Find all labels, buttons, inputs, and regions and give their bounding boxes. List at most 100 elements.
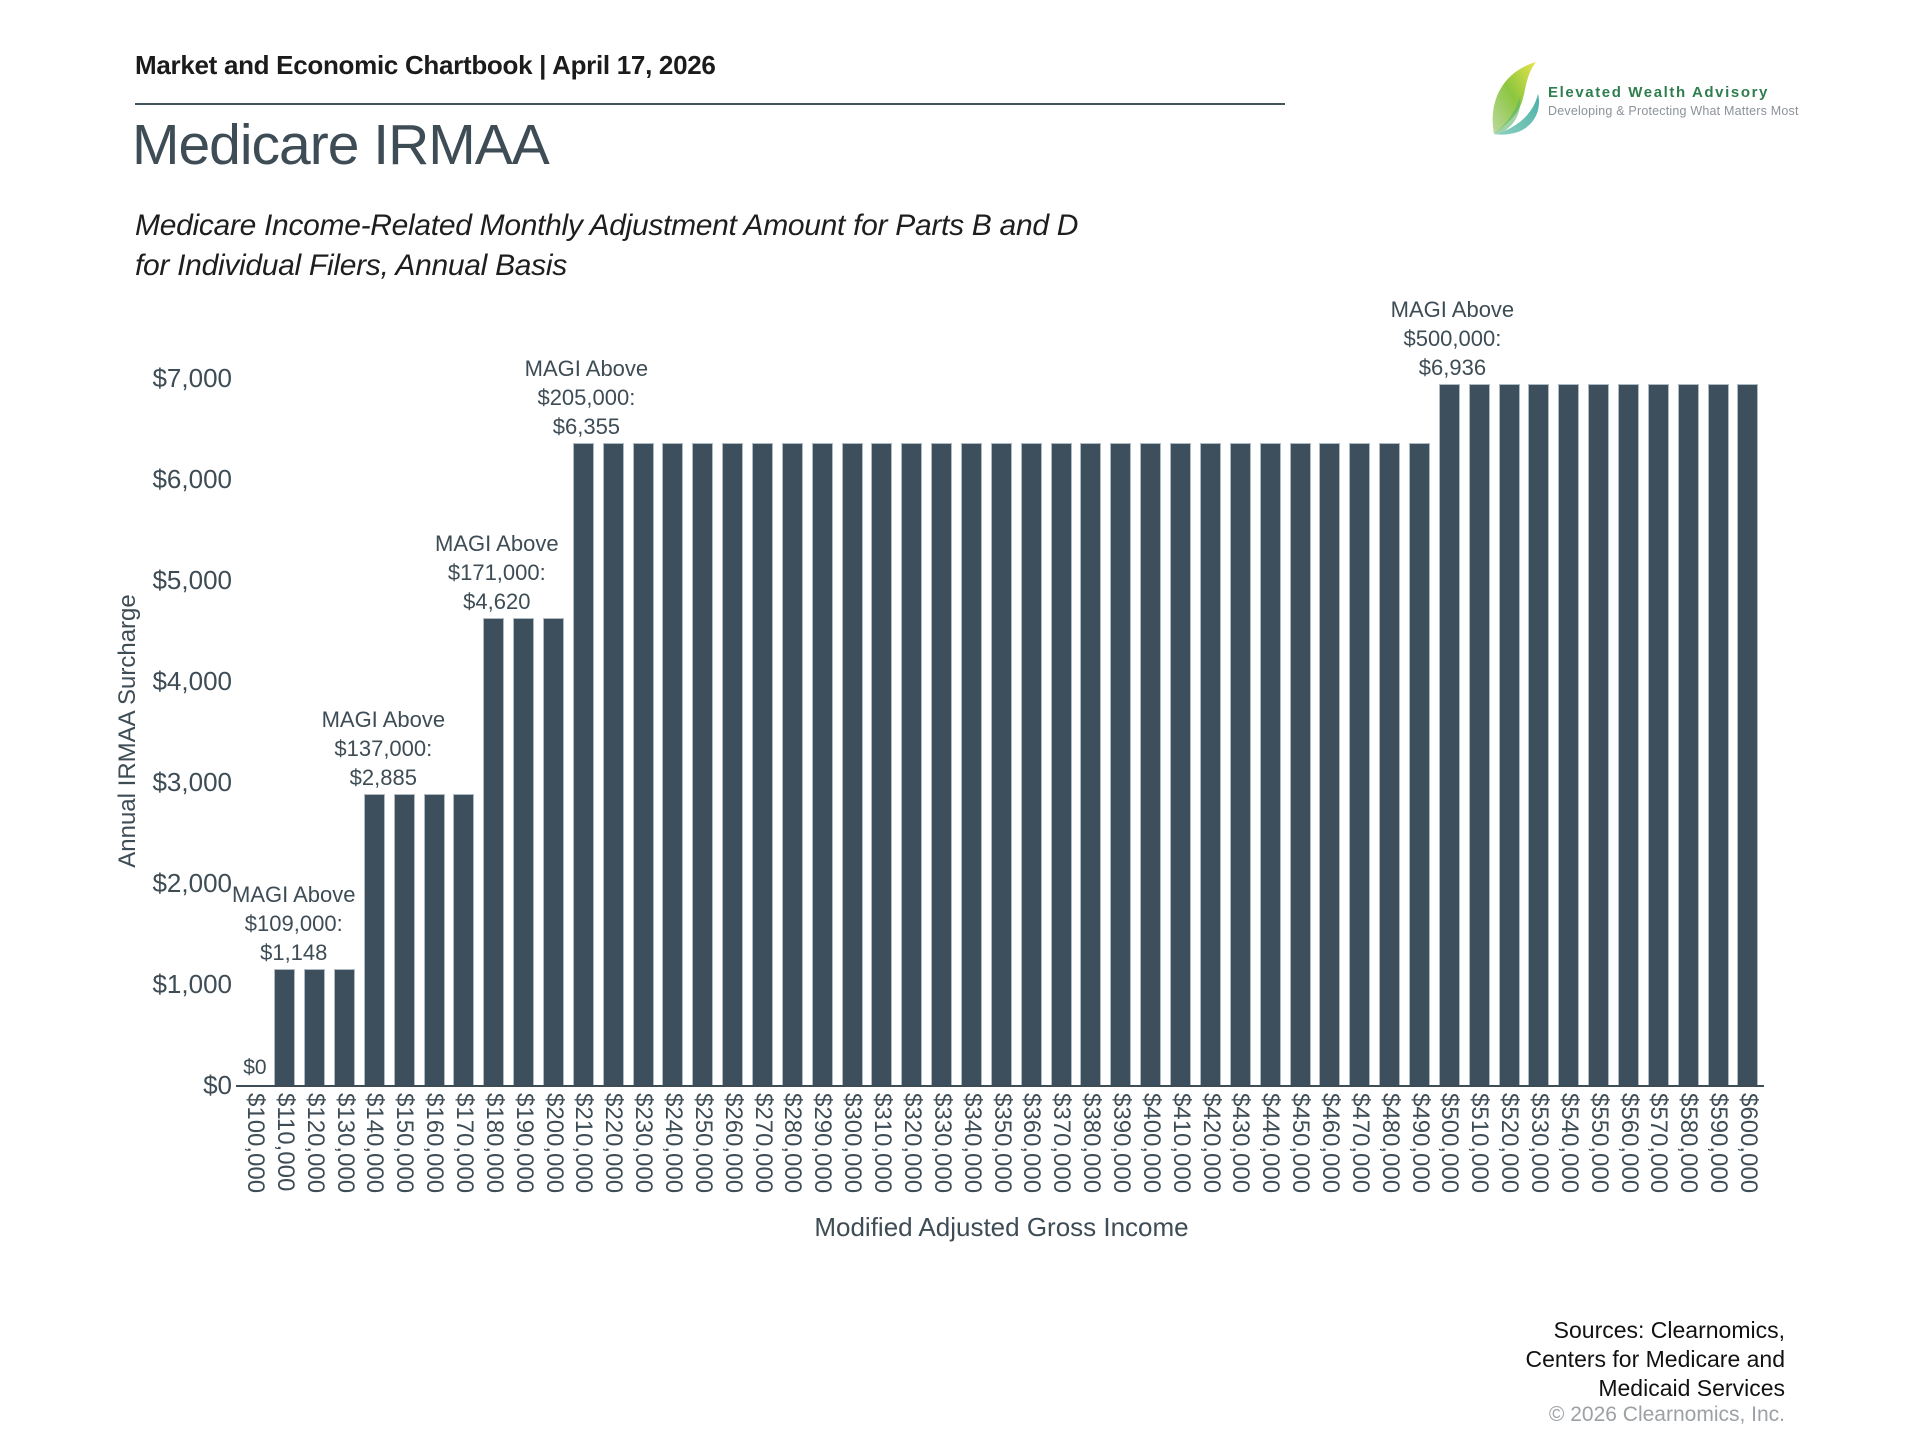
bar-slot xyxy=(1405,378,1435,1085)
bar-slot xyxy=(1315,378,1345,1085)
bar xyxy=(483,618,505,1085)
bar xyxy=(1707,384,1729,1085)
bar xyxy=(1199,443,1221,1085)
x-tick-label: $150,000 xyxy=(391,1093,419,1194)
bar-slot xyxy=(1106,378,1136,1085)
bar xyxy=(274,969,296,1085)
annotation-line: $4,620 xyxy=(463,589,531,615)
bar-slot xyxy=(658,378,688,1085)
bar-slot xyxy=(330,378,360,1085)
copyright-note: © 2026 Clearnomics, Inc. xyxy=(1548,1403,1785,1426)
annotation-line: MAGI Above xyxy=(321,706,446,732)
logo-tagline: Developing & Protecting What Matters Mos… xyxy=(1548,104,1799,118)
annotation-line: $1,148 xyxy=(260,940,328,966)
x-tick-label: $440,000 xyxy=(1257,1093,1285,1194)
bar xyxy=(841,443,863,1085)
bar xyxy=(1408,443,1430,1085)
bar-slot xyxy=(777,378,807,1085)
bar xyxy=(662,443,684,1085)
x-tick-label: $240,000 xyxy=(660,1093,687,1194)
x-tick-label: $120,000 xyxy=(301,1093,329,1194)
bar-slot xyxy=(1225,378,1255,1085)
bar xyxy=(931,443,953,1085)
chartbook-header: Market and Economic Chartbook | April 17… xyxy=(135,50,716,80)
x-axis-title: Modified Adjusted Gross Income xyxy=(814,1212,1189,1242)
bar xyxy=(334,969,355,1085)
x-tick-label: $600,000 xyxy=(1735,1093,1763,1194)
bar-slot xyxy=(419,378,449,1085)
bar xyxy=(1438,384,1460,1085)
bar-slot xyxy=(957,378,987,1085)
bar xyxy=(1558,384,1580,1085)
x-tick-label: $140,000 xyxy=(361,1093,389,1194)
x-tick-label: $210,000 xyxy=(570,1093,598,1194)
bar-slot xyxy=(389,378,419,1085)
bar-slot xyxy=(1046,378,1076,1085)
bar xyxy=(961,443,983,1085)
bar-slot xyxy=(688,378,718,1085)
x-tick-label: $230,000 xyxy=(630,1093,658,1194)
x-axis-line xyxy=(236,1085,1764,1087)
annotation-line: $205,000: xyxy=(537,385,636,411)
y-tick-label: $4,000 xyxy=(152,666,232,696)
sources-line-2: Centers for Medicare and xyxy=(1525,1346,1785,1372)
bar-slot xyxy=(1494,378,1524,1085)
bar-slot xyxy=(509,378,539,1085)
x-tick-label: $490,000 xyxy=(1406,1093,1434,1194)
bar-slot xyxy=(479,378,509,1085)
bar-slot xyxy=(240,378,270,1085)
bar-slot xyxy=(1196,378,1226,1085)
x-tick-label: $350,000 xyxy=(988,1093,1016,1194)
sources-line-3: Medicaid Services xyxy=(1598,1375,1785,1401)
x-tick-label: $100,000 xyxy=(241,1093,269,1194)
bar-slot xyxy=(1345,378,1375,1085)
bar-slot xyxy=(1285,378,1315,1085)
bar xyxy=(1617,384,1639,1085)
bar xyxy=(1110,443,1132,1085)
bar xyxy=(1349,443,1371,1085)
x-tick-label: $330,000 xyxy=(928,1093,956,1194)
bar-slot xyxy=(748,378,778,1085)
bar xyxy=(1647,384,1669,1085)
bar-slot xyxy=(449,378,479,1085)
sources-note: Sources: Clearnomics, Centers for Medica… xyxy=(1525,1316,1785,1403)
y-tick-label: $1,000 xyxy=(152,969,232,999)
magi-annotation: MAGI Above $109,000: $1,148 xyxy=(232,880,356,967)
bar xyxy=(393,793,415,1085)
bar xyxy=(1319,443,1341,1085)
bar xyxy=(1050,443,1072,1085)
bar-slot xyxy=(1434,378,1464,1085)
bar-slot xyxy=(1255,378,1285,1085)
annotation-line: $171,000: xyxy=(447,560,546,586)
x-tick-label: $180,000 xyxy=(480,1093,508,1194)
bar-slot xyxy=(1136,378,1166,1085)
subtitle-line-2: for Individual Filers, Annual Basis xyxy=(135,249,567,282)
y-tick-label: $6,000 xyxy=(152,464,232,494)
logo-company-name: Elevated Wealth Advisory xyxy=(1548,84,1769,101)
bar-slot xyxy=(598,378,628,1085)
x-tick-label: $470,000 xyxy=(1346,1093,1374,1194)
bar-series xyxy=(240,378,1763,1085)
bar xyxy=(722,443,744,1085)
y-tick-label: $2,000 xyxy=(152,868,232,898)
x-tick-label: $130,000 xyxy=(331,1093,359,1194)
bar xyxy=(1080,443,1102,1085)
x-tick-label: $360,000 xyxy=(1018,1093,1046,1194)
bar xyxy=(1259,443,1281,1085)
bar-slot xyxy=(986,378,1016,1085)
annotation-line: $500,000: xyxy=(1403,326,1502,352)
bar xyxy=(811,443,833,1085)
bar xyxy=(543,618,565,1085)
bar xyxy=(1289,443,1311,1085)
company-logo: Elevated Wealth Advisory Developing & Pr… xyxy=(1486,58,1798,138)
bar xyxy=(1379,443,1401,1085)
annotation-line: $2,885 xyxy=(349,764,417,790)
x-tick-label: $160,000 xyxy=(421,1093,449,1194)
bar xyxy=(632,443,654,1085)
x-tick-label: $460,000 xyxy=(1316,1093,1344,1194)
bar xyxy=(1588,384,1610,1085)
leaf-swoosh-icon xyxy=(1492,62,1540,135)
bar xyxy=(871,443,893,1085)
x-tick-label: $110,000 xyxy=(271,1093,299,1192)
